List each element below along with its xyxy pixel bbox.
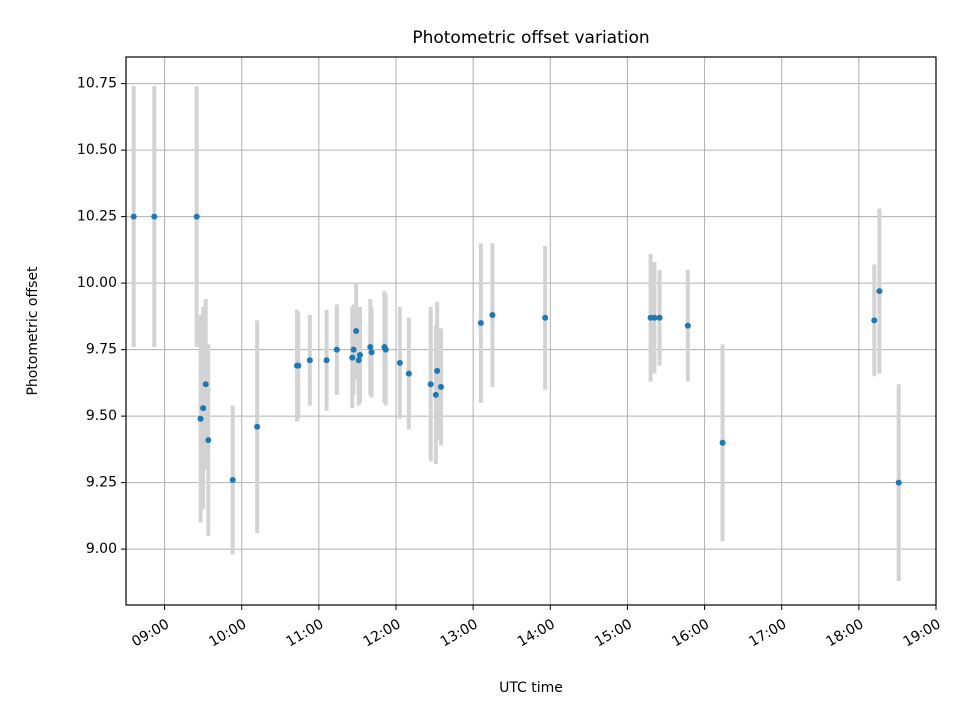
data-point <box>333 346 340 353</box>
data-point <box>368 349 375 356</box>
data-markers <box>130 213 902 486</box>
y-tick-label: 9.25 <box>86 475 117 491</box>
data-point <box>151 213 158 220</box>
y-tick-label: 9.75 <box>86 342 117 358</box>
chart-title: Photometric offset variation <box>412 28 649 48</box>
data-point <box>438 383 444 390</box>
data-point <box>202 381 209 388</box>
y-axis: 9.00 9.25 9.50 9.75 10.00 10.25 10.50 10.75 <box>77 76 126 557</box>
data-point <box>405 370 412 377</box>
x-axis-label: UTC time <box>499 680 563 696</box>
data-point <box>323 357 330 364</box>
data-point <box>349 354 356 361</box>
data-point <box>477 320 484 327</box>
data-point <box>367 343 374 350</box>
data-point <box>193 213 200 220</box>
data-point <box>434 367 441 374</box>
data-point <box>350 346 357 353</box>
data-point <box>651 314 658 321</box>
data-point <box>427 381 434 388</box>
data-point <box>656 314 663 321</box>
data-point <box>353 328 360 334</box>
y-tick-label: 10.75 <box>77 76 117 92</box>
y-tick-label: 10.50 <box>77 142 117 158</box>
data-point <box>684 322 691 329</box>
data-point <box>871 317 878 324</box>
plot-frame <box>125 56 937 606</box>
data-point <box>432 391 439 398</box>
y-tick-label: 10.00 <box>77 275 117 291</box>
data-point <box>205 437 212 444</box>
data-point <box>200 405 207 412</box>
y-axis-label: Photometric offset <box>25 266 41 396</box>
data-point <box>489 312 496 319</box>
data-point <box>719 439 726 446</box>
data-point <box>254 423 261 430</box>
y-tick-label: 10.25 <box>77 209 117 225</box>
data-point <box>895 479 902 486</box>
data-point <box>197 415 204 422</box>
data-point <box>130 213 137 220</box>
data-point <box>357 351 363 358</box>
data-point <box>382 346 389 353</box>
data-point <box>355 357 362 364</box>
data-point <box>229 476 236 483</box>
y-tick-label: 9.50 <box>86 408 117 424</box>
data-point <box>396 359 403 366</box>
data-point <box>876 288 883 295</box>
y-tick-label: 9.00 <box>86 541 117 557</box>
data-point <box>542 314 549 321</box>
data-point <box>306 357 313 364</box>
data-point <box>295 362 302 369</box>
